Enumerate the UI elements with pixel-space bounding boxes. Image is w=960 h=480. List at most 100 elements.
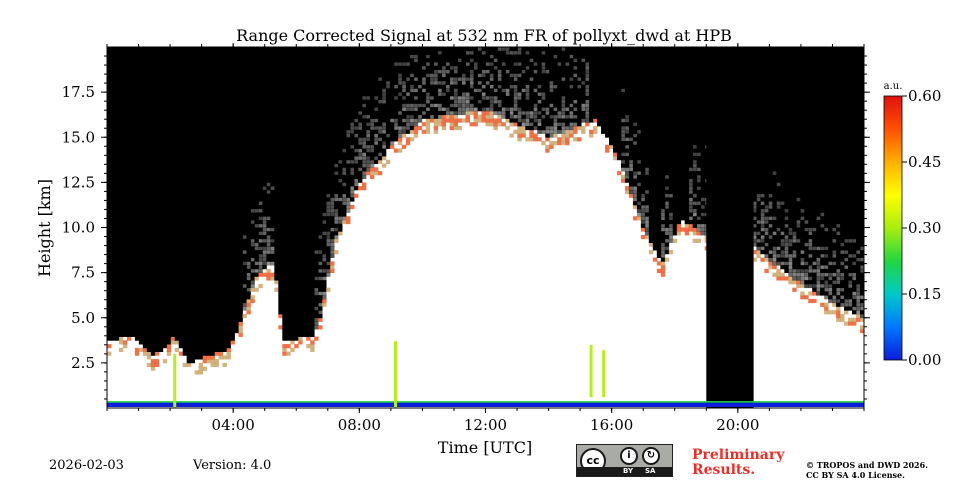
heatmap-cell xyxy=(190,246,196,251)
heatmap-cell xyxy=(310,208,315,213)
heatmap-cell xyxy=(282,313,287,319)
heatmap-cell xyxy=(254,50,259,55)
heatmap-cell xyxy=(242,58,247,63)
heatmap-cell xyxy=(310,99,315,104)
heatmap-cell xyxy=(226,321,231,326)
heatmap-cell xyxy=(354,186,359,191)
heatmap-cell xyxy=(242,265,247,270)
heatmap-cell xyxy=(186,295,192,300)
heatmap-cell xyxy=(365,84,371,89)
heatmap-cell xyxy=(206,118,211,123)
heatmap-cell xyxy=(306,250,311,255)
heatmap-cell xyxy=(278,141,283,146)
heatmap-cell xyxy=(130,298,136,304)
heatmap-cell xyxy=(242,141,247,146)
heatmap-cell xyxy=(138,80,144,85)
heatmap-cell xyxy=(282,227,287,232)
heatmap-cell xyxy=(377,122,383,127)
heatmap-cell xyxy=(118,65,124,70)
heatmap-cell xyxy=(186,193,192,198)
heatmap-cell xyxy=(230,219,235,225)
heatmap-cell xyxy=(190,310,196,315)
heatmap-cell xyxy=(322,178,327,183)
heatmap-cell xyxy=(182,92,188,97)
heatmap-cell xyxy=(222,62,227,67)
heatmap-cell xyxy=(302,193,307,198)
heatmap-cell xyxy=(174,321,180,326)
heatmap-cell xyxy=(230,110,235,116)
heatmap-cell xyxy=(393,110,399,116)
heatmap-cell xyxy=(178,291,184,296)
heatmap-cell xyxy=(294,235,299,240)
heatmap-cell xyxy=(302,103,307,108)
heatmap-cell xyxy=(278,212,283,217)
heatmap-cell xyxy=(178,95,184,101)
heatmap-cell xyxy=(246,125,251,131)
heatmap-cell xyxy=(118,216,124,221)
heatmap-cell xyxy=(222,310,227,315)
heatmap-cell xyxy=(258,219,263,225)
heatmap-cell xyxy=(266,231,271,236)
heatmap-cell xyxy=(246,238,251,243)
heatmap-cell xyxy=(306,189,311,195)
heatmap-cell xyxy=(166,125,172,131)
heatmap-cell xyxy=(238,242,243,247)
heatmap-cell xyxy=(306,125,311,131)
heatmap-cell xyxy=(174,235,180,240)
heatmap-cell xyxy=(202,283,207,289)
heatmap-cell xyxy=(162,174,168,180)
heatmap-cell xyxy=(262,163,267,168)
heatmap-cell xyxy=(218,125,223,131)
heatmap-cell xyxy=(134,182,140,187)
heatmap-cell xyxy=(254,178,259,183)
heatmap-cell xyxy=(118,152,124,157)
heatmap-cell xyxy=(206,189,211,195)
heatmap-cell xyxy=(274,99,279,104)
heatmap-cell xyxy=(170,336,176,341)
heatmap-cell xyxy=(226,280,231,285)
heatmap-cell xyxy=(246,110,251,116)
heatmap-cell xyxy=(142,174,148,180)
heatmap-cell xyxy=(110,103,116,108)
heatmap-cell xyxy=(190,359,196,364)
heatmap-cell xyxy=(278,280,283,285)
heatmap-cell xyxy=(330,193,335,198)
heatmap-cell xyxy=(130,47,136,52)
heatmap-cell xyxy=(373,107,379,112)
heatmap-cell xyxy=(178,163,184,168)
heatmap-cell xyxy=(310,171,315,176)
heatmap-cell xyxy=(202,291,207,296)
heatmap-cell xyxy=(250,80,255,85)
heatmap-cell xyxy=(150,186,156,191)
heatmap-cell xyxy=(230,317,235,322)
heatmap-cell xyxy=(302,62,307,67)
heatmap-cell xyxy=(107,268,112,274)
heatmap-cell xyxy=(254,107,259,112)
heatmap-cell xyxy=(314,238,319,243)
heatmap-cell xyxy=(318,306,323,311)
heatmap-cell xyxy=(214,178,219,183)
heatmap-cell xyxy=(358,137,363,142)
heatmap-cell xyxy=(286,92,291,97)
heatmap-cell xyxy=(286,253,291,258)
heatmap-cell xyxy=(222,152,227,157)
heatmap-cell xyxy=(342,137,347,142)
heatmap-cell xyxy=(381,58,387,63)
heatmap-cell xyxy=(381,65,387,70)
heatmap-cell xyxy=(238,208,243,213)
heatmap-cell xyxy=(238,231,243,236)
heatmap-cell xyxy=(322,280,327,285)
heatmap-cell xyxy=(142,219,148,225)
heatmap-cell xyxy=(234,178,239,183)
heatmap-cell xyxy=(122,186,128,191)
heatmap-cell xyxy=(210,197,215,202)
heatmap-cell xyxy=(150,317,156,322)
heatmap-cell xyxy=(314,261,319,266)
heatmap-cell xyxy=(369,88,375,93)
heatmap-cell xyxy=(318,58,323,63)
heatmap-cell xyxy=(342,95,347,101)
heatmap-cell xyxy=(210,103,215,108)
heatmap-cell xyxy=(286,283,291,289)
heatmap-cell xyxy=(178,219,184,225)
heatmap-cell xyxy=(194,95,200,101)
